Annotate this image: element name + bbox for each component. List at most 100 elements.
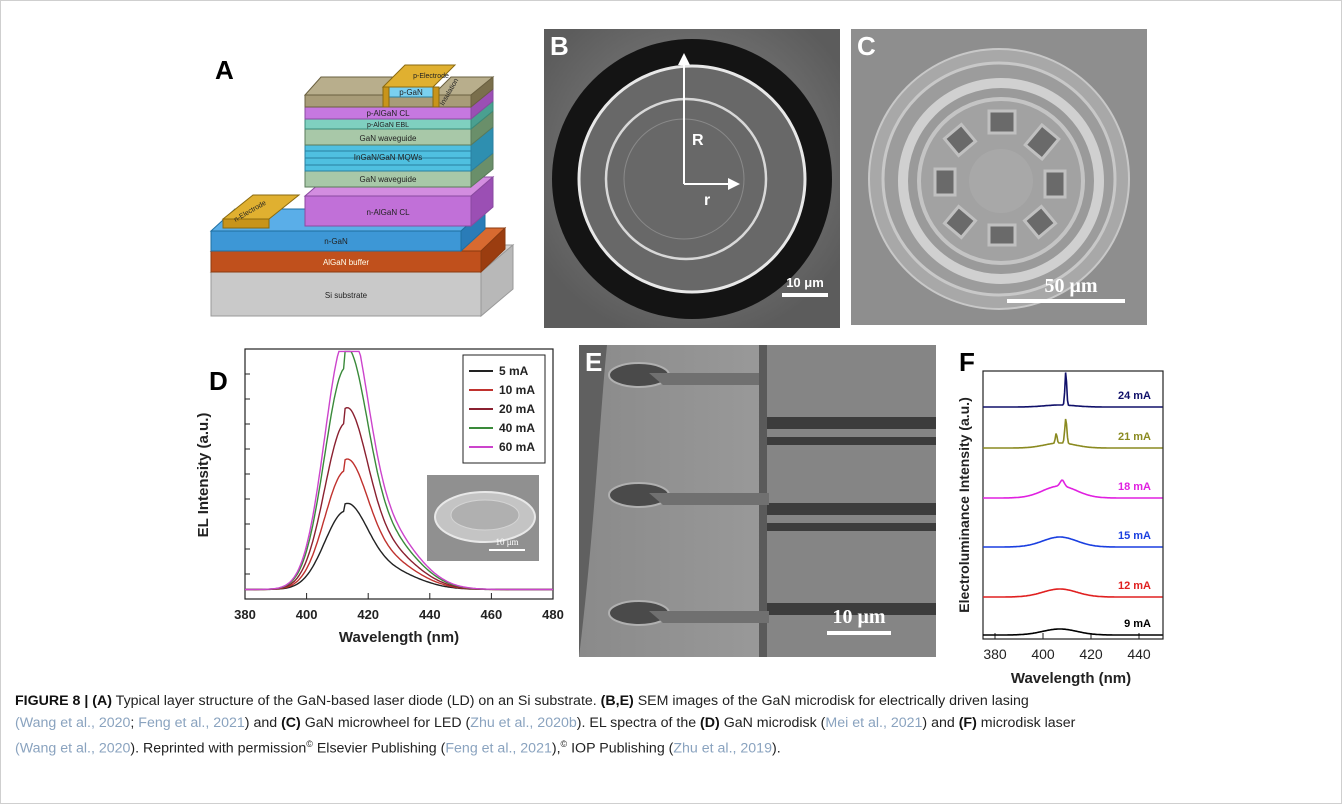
series-line-f xyxy=(983,372,1163,408)
x-tick-label-d: 380 xyxy=(234,607,256,622)
panel-letter-c: C xyxy=(857,31,876,61)
panel-d-chart: EL Intensity (a.u.) Wavelength (nm) 380 4… xyxy=(195,348,564,646)
series-line-f xyxy=(983,536,1163,548)
legend-label-d: 10 mA xyxy=(499,383,535,397)
caption-text-5: GaN microwheel for LED ( xyxy=(300,714,471,731)
microwheel-holes xyxy=(933,109,1067,247)
layer-p-algan-cl: p-AlGaN CL xyxy=(304,87,494,121)
layer-gan-waveguide-bottom: GaN waveguide xyxy=(304,151,494,189)
citation-mei-2021[interactable]: Mei et al., 2021 xyxy=(825,714,923,731)
inset-scale-text-d: 10 μm xyxy=(495,537,518,547)
scale-text-c: 50 μm xyxy=(1045,275,1098,297)
figure-caption: FIGURE 8 | (A) Typical layer structure o… xyxy=(15,691,1331,760)
x-tick-label-d: 400 xyxy=(296,607,318,622)
x-tick-label-f: 380 xyxy=(983,646,1007,662)
panel-letter-b: B xyxy=(550,31,569,61)
caption-text-3: ; xyxy=(130,714,139,731)
panel-f-chart: Electroluminance Intensity (a.u.) Wavele… xyxy=(956,370,1164,687)
series-label-f: 12 mA xyxy=(1118,580,1151,592)
p-electrode-block: p-Electrode xyxy=(381,64,457,108)
series-label-f: 9 mA xyxy=(1124,618,1151,630)
panel-letter-e: E xyxy=(585,347,603,377)
label-p-algan-ebl: p-AlGaN EBL xyxy=(367,122,409,129)
plot-frame-f xyxy=(982,370,1164,640)
series-line-f xyxy=(983,588,1163,598)
citation-feng-2021[interactable]: Feng et al., 2021 xyxy=(138,714,245,731)
x-axis-label-f: Wavelength (nm) xyxy=(1011,670,1131,687)
x-tick-label-f: 400 xyxy=(1031,646,1055,662)
electrode-strips xyxy=(767,417,936,615)
series-line-f xyxy=(983,628,1163,636)
panel-b-sem-image: R r 10 μm B xyxy=(544,29,840,328)
caption-text-4: ) and xyxy=(244,714,282,731)
caption-ref-d: (D) xyxy=(700,714,720,731)
caption-ref-f: (F) xyxy=(958,714,977,731)
caption-text-9: microdisk laser xyxy=(976,714,1076,731)
caption-text-12: ), xyxy=(551,740,561,757)
caption-text-7: GaN microdisk ( xyxy=(719,714,826,731)
panel-letter-d: D xyxy=(209,366,228,396)
caption-text-2: SEM images of the GaN microdisk for elec… xyxy=(633,693,1029,709)
scale-text-e: 10 μm xyxy=(833,606,886,628)
x-tick-label-f: 420 xyxy=(1079,646,1103,662)
ring-R-outer xyxy=(577,64,807,294)
citation-feng-2021-b[interactable]: Feng et al., 2021 xyxy=(445,740,552,757)
x-tick-label-d: 440 xyxy=(419,607,441,622)
x-tick-label-d: 480 xyxy=(542,607,564,622)
citation-wang-2020[interactable]: (Wang et al., 2020 xyxy=(15,714,131,731)
caption-text-13: IOP Publishing ( xyxy=(567,740,674,757)
x-axis-label-d: Wavelength (nm) xyxy=(339,629,459,646)
caption-ref-c: (C) xyxy=(281,714,301,731)
series-label-f: 21 mA xyxy=(1118,431,1151,443)
panel-letter-a: A xyxy=(215,55,234,85)
x-tick-label-d: 420 xyxy=(357,607,379,622)
caption-text-8: ) and xyxy=(922,714,959,731)
layer-n-algan-cl: n-AlGaN CL xyxy=(303,175,495,228)
label-n-gan: n-GaN xyxy=(324,237,348,246)
microdisk-pillars xyxy=(608,362,769,626)
radius-label-r: r xyxy=(704,192,710,209)
x-tick-label-f: 440 xyxy=(1127,646,1151,662)
label-algan-buffer: AlGaN buffer xyxy=(323,258,369,267)
ring-r-inner xyxy=(604,97,768,261)
y-axis-label-d: EL Intensity (a.u.) xyxy=(195,413,212,538)
caption-ref-be: (B,E) xyxy=(600,693,634,709)
scale-text-b: 10 μm xyxy=(786,275,824,290)
legend-label-d: 5 mA xyxy=(499,364,529,378)
series-line-f xyxy=(983,418,1163,449)
y-axis-label-f: Electroluminance Intensity (a.u.) xyxy=(956,397,972,613)
scale-bar-e xyxy=(827,631,891,635)
caption-text-11: Elsevier Publishing ( xyxy=(312,740,446,757)
legend-label-d: 20 mA xyxy=(499,402,535,416)
legend-label-d: 60 mA xyxy=(499,440,535,454)
caption-figure-label: FIGURE 8 | xyxy=(15,693,93,709)
citation-zhu-2020b[interactable]: Zhu et al., 2020b xyxy=(470,714,577,731)
caption-text-10: ). Reprinted with permission xyxy=(130,740,307,757)
n-electrode-block: n-Electrode xyxy=(221,194,301,229)
caption-text-1: Typical layer structure of the GaN-based… xyxy=(112,693,601,709)
label-gan-waveguide-top: GaN waveguide xyxy=(360,134,417,143)
caption-text-14: ). xyxy=(771,740,781,757)
label-mqws: InGaN/GaN MQWs xyxy=(354,153,422,162)
label-gan-waveguide-bottom: GaN waveguide xyxy=(360,175,417,184)
layer-mqws: InGaN/GaN MQWs xyxy=(304,125,494,173)
scale-bar-c xyxy=(1007,299,1125,303)
scale-bar-b xyxy=(782,293,828,297)
series-line-f xyxy=(983,479,1163,499)
label-p-electrode: p-Electrode xyxy=(413,73,449,80)
panel-letter-f: F xyxy=(959,347,975,377)
copyright-mark-1: © xyxy=(306,739,313,749)
series-line-d xyxy=(245,350,553,591)
panel-c-sem-image: 50 μm C xyxy=(851,29,1147,325)
x-tick-label-d: 460 xyxy=(481,607,503,622)
citation-wang-2020-b[interactable]: (Wang et al., 2020 xyxy=(15,740,131,757)
panel-a-layer-diagram: Si substrate AlGaN buffer n-GaN n-Electr… xyxy=(209,64,515,318)
citation-zhu-2019[interactable]: Zhu et al., 2019 xyxy=(673,740,772,757)
radius-label-R: R xyxy=(692,132,704,149)
label-p-algan-cl: p-AlGaN CL xyxy=(366,109,410,118)
label-n-algan-cl: n-AlGaN CL xyxy=(366,208,410,217)
series-label-f: 15 mA xyxy=(1118,530,1151,542)
series-label-f: 24 mA xyxy=(1118,390,1151,402)
caption-ref-a: (A) xyxy=(92,693,112,709)
